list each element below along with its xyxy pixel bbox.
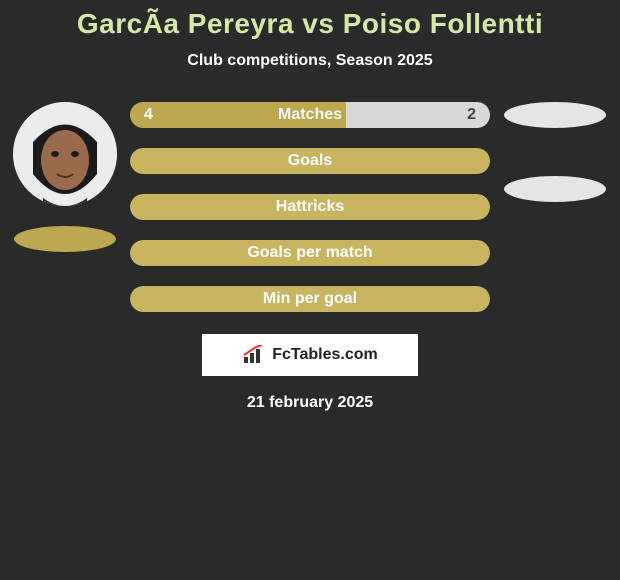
bar-label: Goals per match bbox=[247, 244, 372, 262]
brand-text: FcTables.com bbox=[272, 346, 378, 364]
bar-label: Hattricks bbox=[276, 198, 344, 216]
comparison-area: Matches 4 2 Goals Hattricks Goals per match Mi… bbox=[0, 102, 620, 312]
page-title: GarcÃ­a Pereyra vs Poiso Follentti bbox=[0, 8, 620, 40]
stat-bar-goals-per-match: Goals per match bbox=[130, 240, 490, 266]
right-team-ellipse-2 bbox=[504, 176, 606, 202]
avatar-icon bbox=[13, 102, 117, 206]
right-player-col bbox=[500, 102, 610, 312]
stat-bar-matches: Matches 4 2 bbox=[130, 102, 490, 128]
stat-bar-hattricks: Hattricks bbox=[130, 194, 490, 220]
left-team-ellipse bbox=[14, 226, 116, 252]
left-player-col bbox=[10, 102, 120, 312]
stat-bars: Matches 4 2 Goals Hattricks Goals per match Mi… bbox=[130, 102, 490, 312]
stat-bar-goals: Goals bbox=[130, 148, 490, 174]
date-text: 21 february 2025 bbox=[0, 394, 620, 412]
brand-footer-box: FcTables.com bbox=[202, 334, 418, 376]
left-player-avatar bbox=[13, 102, 117, 206]
bar-value-right: 2 bbox=[467, 106, 476, 124]
bar-label: Matches bbox=[278, 106, 342, 124]
right-team-ellipse-1 bbox=[504, 102, 606, 128]
brand-logo: FcTables.com bbox=[242, 345, 378, 365]
bar-label: Min per goal bbox=[263, 290, 357, 308]
stat-bar-min-per-goal: Min per goal bbox=[130, 286, 490, 312]
bar-value-left: 4 bbox=[144, 106, 153, 124]
comparison-infographic: GarcÃ­a Pereyra vs Poiso Follentti Club … bbox=[0, 0, 620, 412]
subtitle: Club competitions, Season 2025 bbox=[0, 52, 620, 70]
bar-label: Goals bbox=[288, 152, 332, 170]
chart-icon bbox=[242, 345, 268, 365]
